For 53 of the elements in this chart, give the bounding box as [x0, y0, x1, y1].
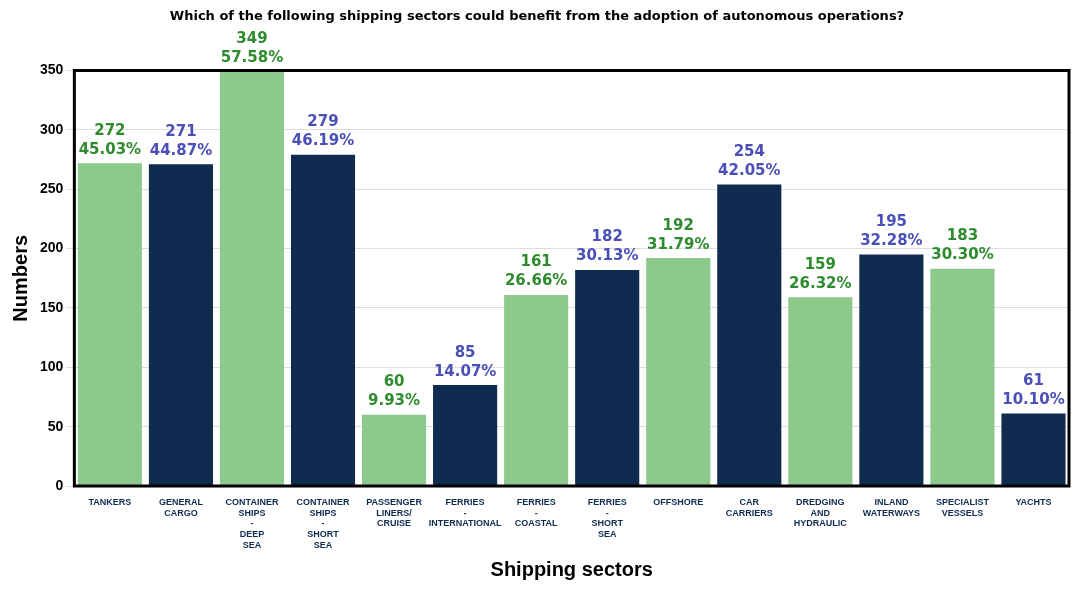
- bar: [859, 254, 924, 486]
- x-tick-label: FERRIES - SHORT SEA: [587, 496, 627, 540]
- bar: [717, 184, 782, 486]
- x-tick-label: CONTAINER SHIPS - SHORT SEA: [296, 496, 350, 551]
- data-label: 183 30.30%: [931, 226, 994, 264]
- data-label: 161 26.66%: [504, 252, 568, 290]
- x-tick-label: FERRIES - INTERNATIONAL: [428, 496, 503, 529]
- x-axis-title: Shipping sectors: [490, 557, 653, 580]
- x-tick-label: YACHTS: [1015, 496, 1052, 507]
- data-label: 192 31.79%: [647, 215, 710, 253]
- y-axis-title: Numbers: [8, 234, 31, 322]
- x-tick-label: CONTAINER SHIPS - DEEP SEA: [225, 496, 279, 551]
- y-tick-label: 200: [40, 239, 64, 256]
- x-tick-label: INLAND WATERWAYS: [862, 496, 921, 518]
- bar: [646, 258, 711, 486]
- data-label: 279 46.19%: [291, 112, 355, 150]
- data-label: 349 57.58%: [220, 29, 284, 67]
- x-tick-label: TANKERS: [88, 496, 132, 507]
- chart-title: Which of the following shipping sectors could benefit from the adoption of autonomous operations?: [169, 8, 905, 24]
- data-label: 61 10.10%: [1002, 370, 1065, 408]
- y-tick-label: 300: [40, 120, 64, 137]
- data-label: 271 44.87%: [149, 121, 213, 159]
- y-tick-label: 50: [47, 417, 64, 434]
- bar: [930, 268, 995, 486]
- y-tick-label: 350: [40, 61, 64, 78]
- x-tick-label: FERRIES - COASTAL: [514, 496, 559, 529]
- data-label: 272 45.03%: [78, 120, 142, 158]
- x-tick-label: SPECIALIST VESSELS: [935, 496, 990, 518]
- x-tick-label: PASSENGER LINERS/ CRUISE: [366, 496, 423, 529]
- data-label: 182 30.13%: [575, 227, 639, 265]
- bar: [1001, 413, 1066, 486]
- bar: [575, 269, 640, 486]
- y-tick-label: 250: [40, 180, 64, 197]
- bar: [219, 71, 285, 486]
- data-label: 254 42.05%: [718, 141, 781, 179]
- x-tick-label: DREDGING AND HYDRAULIC: [793, 496, 848, 529]
- y-tick-label: 100: [40, 358, 64, 375]
- x-tick-label: GENERAL CARGO: [158, 496, 204, 518]
- bar: [148, 164, 213, 486]
- data-label: 159 26.32%: [789, 254, 852, 292]
- x-tick-label: OFFSHORE: [653, 496, 704, 507]
- x-tick-label: CAR CARRIERS: [725, 496, 773, 518]
- data-label: 195 32.28%: [860, 211, 923, 249]
- bar: [77, 163, 142, 486]
- bar: [433, 385, 498, 486]
- bar: [362, 414, 427, 486]
- y-tick-label: 150: [40, 298, 64, 315]
- bar: [788, 297, 853, 486]
- y-tick-label: 0: [55, 476, 64, 493]
- data-label: 85 14.07%: [433, 342, 497, 380]
- bar: [504, 294, 569, 486]
- data-label: 60 9.93%: [368, 372, 421, 410]
- bar: [290, 154, 356, 486]
